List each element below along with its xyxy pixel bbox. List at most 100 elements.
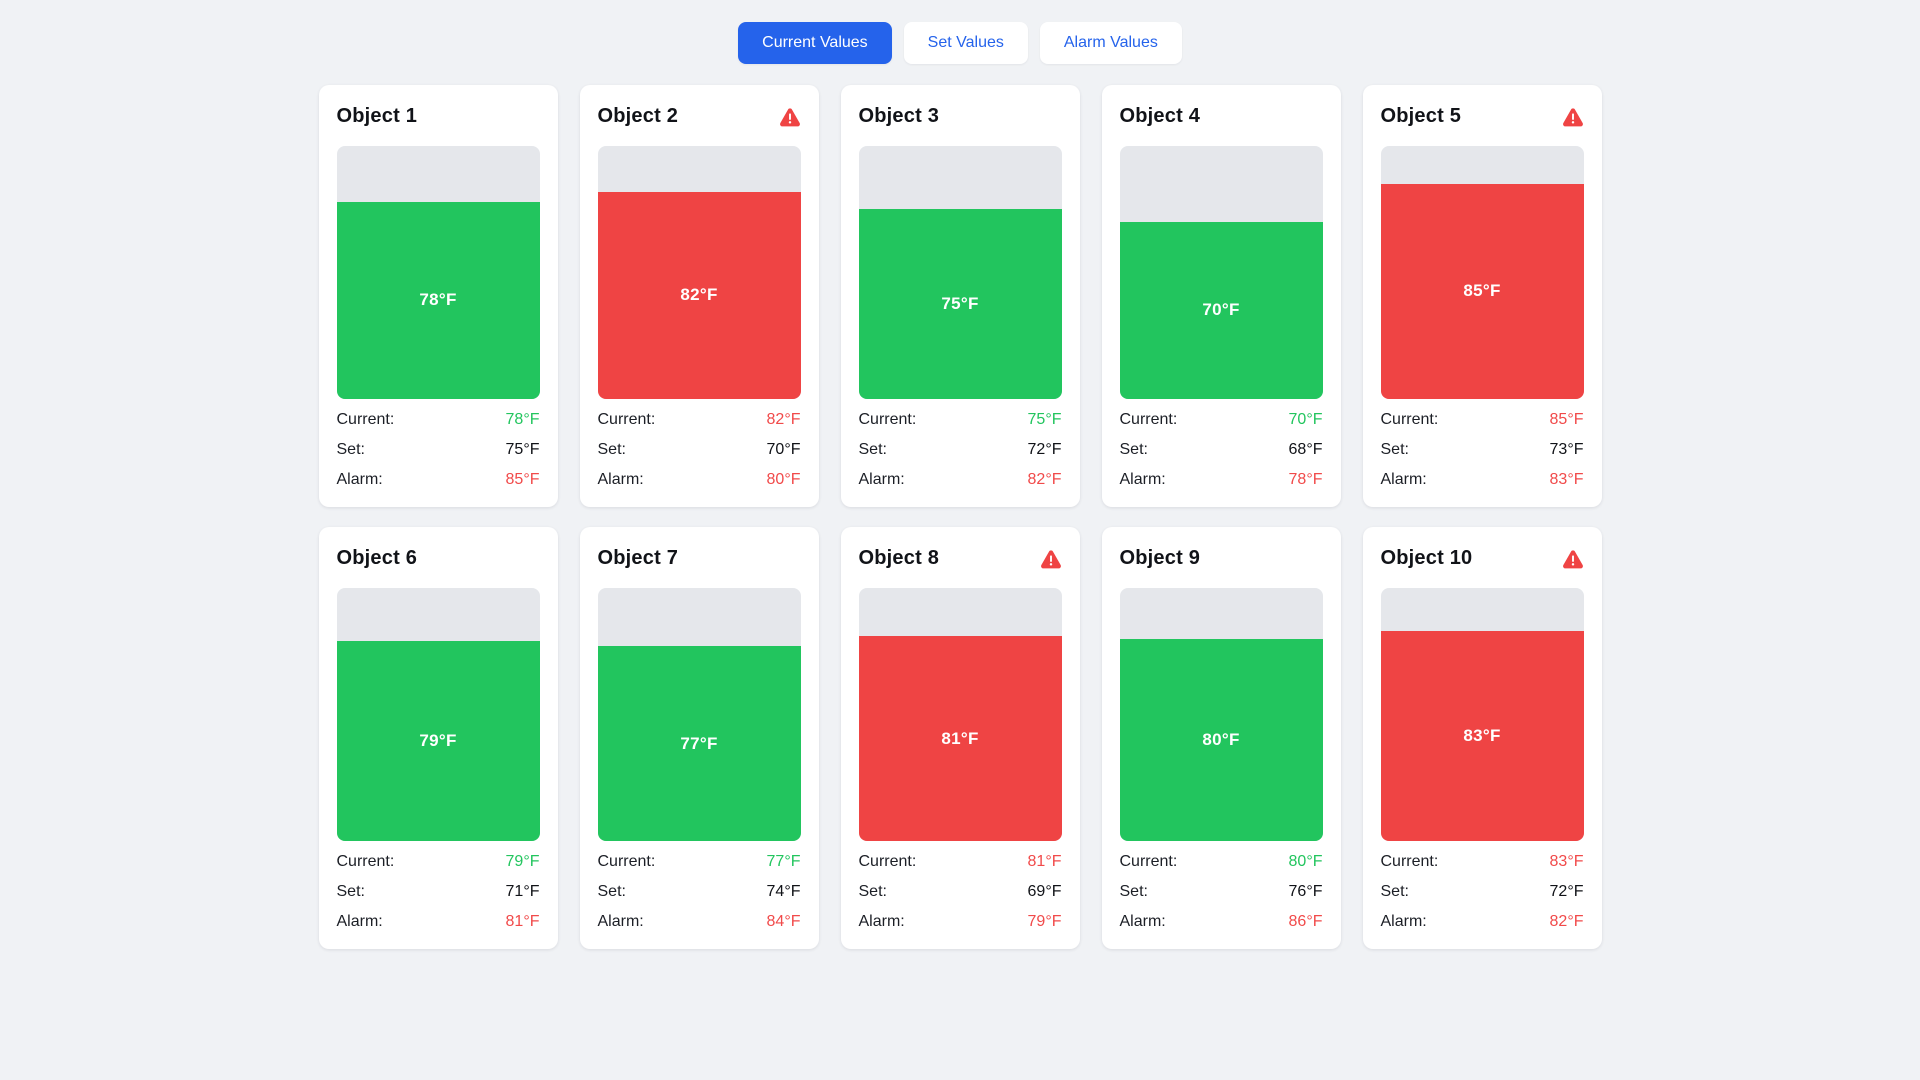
- set-row: Set: 72°F: [859, 441, 1062, 459]
- alarm-value: 80°F: [766, 471, 801, 488]
- gauge-value-label: 81°F: [941, 728, 979, 748]
- gauge-value-label: 70°F: [1202, 300, 1240, 320]
- set-row: Set: 69°F: [859, 883, 1062, 901]
- object-card: Object 2 82°F Current: 82°F Set: 70°F Al…: [579, 85, 819, 507]
- set-value: 69°F: [1027, 883, 1062, 900]
- card-title: Object 9: [1119, 547, 1201, 569]
- card-header: Object 4: [1120, 105, 1323, 128]
- card-header: Object 8: [859, 547, 1062, 570]
- temperature-gauge: 75°F: [858, 146, 1062, 399]
- alarm-row: Alarm: 85°F: [337, 471, 540, 489]
- card-title: Object 4: [1119, 105, 1201, 127]
- card-title: Object 7: [597, 547, 679, 569]
- tab-current-values[interactable]: Current Values: [738, 22, 892, 64]
- tab-set-values[interactable]: Set Values: [903, 22, 1028, 64]
- set-row-label: Set:: [1119, 441, 1148, 458]
- current-value: 83°F: [1549, 853, 1584, 870]
- current-row: Current: 78°F: [337, 411, 540, 429]
- card-header: Object 1: [337, 105, 540, 128]
- card-title: Object 10: [1380, 547, 1473, 569]
- card-header: Object 9: [1120, 547, 1323, 570]
- alarm-row-label: Alarm:: [858, 913, 905, 930]
- alarm-row-label: Alarm:: [336, 913, 383, 930]
- card-header: Object 10: [1381, 547, 1584, 570]
- set-value: 68°F: [1288, 441, 1323, 458]
- gauge-fill: 77°F: [597, 646, 801, 841]
- current-value: 79°F: [505, 853, 540, 870]
- set-row-label: Set:: [858, 441, 887, 458]
- set-row: Set: 76°F: [1120, 883, 1323, 901]
- alarm-row-label: Alarm:: [1119, 471, 1166, 488]
- current-row-label: Current:: [1119, 853, 1178, 870]
- card-title: Object 8: [858, 547, 940, 569]
- set-row-label: Set:: [1380, 883, 1409, 900]
- alarm-value: 82°F: [1027, 471, 1062, 488]
- temperature-gauge: 70°F: [1119, 146, 1323, 399]
- tab-alarm-values[interactable]: Alarm Values: [1039, 22, 1182, 64]
- temperature-gauge: 79°F: [336, 588, 540, 841]
- current-row-label: Current:: [336, 411, 395, 428]
- card-title: Object 3: [858, 105, 940, 127]
- gauge-fill: 81°F: [858, 636, 1062, 841]
- current-value: 80°F: [1288, 853, 1323, 870]
- current-row-label: Current:: [858, 853, 917, 870]
- gauge-value-label: 80°F: [1202, 729, 1240, 749]
- temperature-gauge: 82°F: [597, 146, 801, 399]
- object-card: Object 3 75°F Current: 75°F Set: 72°F Al…: [840, 85, 1080, 507]
- current-row-label: Current:: [336, 853, 395, 870]
- current-row: Current: 85°F: [1381, 411, 1584, 429]
- alarm-row-label: Alarm:: [1380, 913, 1427, 930]
- gauge-value-label: 79°F: [419, 731, 457, 751]
- alarm-row-label: Alarm:: [597, 471, 644, 488]
- set-value: 71°F: [505, 883, 540, 900]
- set-row-label: Set:: [597, 441, 626, 458]
- set-row: Set: 71°F: [337, 883, 540, 901]
- temperature-gauge: 81°F: [858, 588, 1062, 841]
- alarm-value: 79°F: [1027, 913, 1062, 930]
- object-card: Object 7 77°F Current: 77°F Set: 74°F Al…: [579, 527, 819, 949]
- alarm-row-label: Alarm:: [858, 471, 905, 488]
- alarm-row: Alarm: 79°F: [859, 913, 1062, 931]
- object-card: Object 10 83°F Current: 83°F Set: 72°F A…: [1362, 527, 1602, 949]
- alarm-value: 86°F: [1288, 913, 1323, 930]
- set-row: Set: 73°F: [1381, 441, 1584, 459]
- warning-icon: [1562, 107, 1583, 126]
- card-header: Object 3: [859, 105, 1062, 128]
- gauge-fill: 75°F: [858, 209, 1062, 399]
- object-card: Object 1 78°F Current: 78°F Set: 75°F Al…: [318, 85, 558, 507]
- current-row: Current: 80°F: [1120, 853, 1323, 871]
- object-card: Object 5 85°F Current: 85°F Set: 73°F Al…: [1362, 85, 1602, 507]
- alarm-row-label: Alarm:: [1380, 471, 1427, 488]
- alarm-row-label: Alarm:: [1119, 913, 1166, 930]
- gauge-value-label: 77°F: [680, 733, 718, 753]
- current-row-label: Current:: [858, 411, 917, 428]
- current-row: Current: 75°F: [859, 411, 1062, 429]
- current-row: Current: 82°F: [598, 411, 801, 429]
- gauge-fill: 85°F: [1380, 183, 1584, 399]
- temperature-gauge: 83°F: [1380, 588, 1584, 841]
- current-value: 81°F: [1027, 853, 1062, 870]
- current-row-label: Current:: [1119, 411, 1178, 428]
- cards-grid: Object 1 78°F Current: 78°F Set: 75°F Al…: [318, 85, 1602, 949]
- current-value: 85°F: [1549, 411, 1584, 428]
- warning-icon: [779, 107, 800, 126]
- alarm-value: 82°F: [1549, 913, 1584, 930]
- set-row: Set: 70°F: [598, 441, 801, 459]
- alarm-value: 83°F: [1549, 471, 1584, 488]
- set-row: Set: 75°F: [337, 441, 540, 459]
- current-row: Current: 77°F: [598, 853, 801, 871]
- current-row-label: Current:: [1380, 853, 1439, 870]
- set-row-label: Set:: [858, 883, 887, 900]
- set-row-label: Set:: [336, 441, 365, 458]
- set-value: 76°F: [1288, 883, 1323, 900]
- object-card: Object 9 80°F Current: 80°F Set: 76°F Al…: [1101, 527, 1341, 949]
- current-row-label: Current:: [597, 411, 656, 428]
- gauge-fill: 79°F: [336, 641, 540, 841]
- gauge-value-label: 75°F: [941, 294, 979, 314]
- alarm-row-label: Alarm:: [597, 913, 644, 930]
- alarm-row: Alarm: 80°F: [598, 471, 801, 489]
- card-title: Object 6: [336, 547, 418, 569]
- alarm-row: Alarm: 83°F: [1381, 471, 1584, 489]
- alarm-value: 84°F: [766, 913, 801, 930]
- card-header: Object 5: [1381, 105, 1584, 128]
